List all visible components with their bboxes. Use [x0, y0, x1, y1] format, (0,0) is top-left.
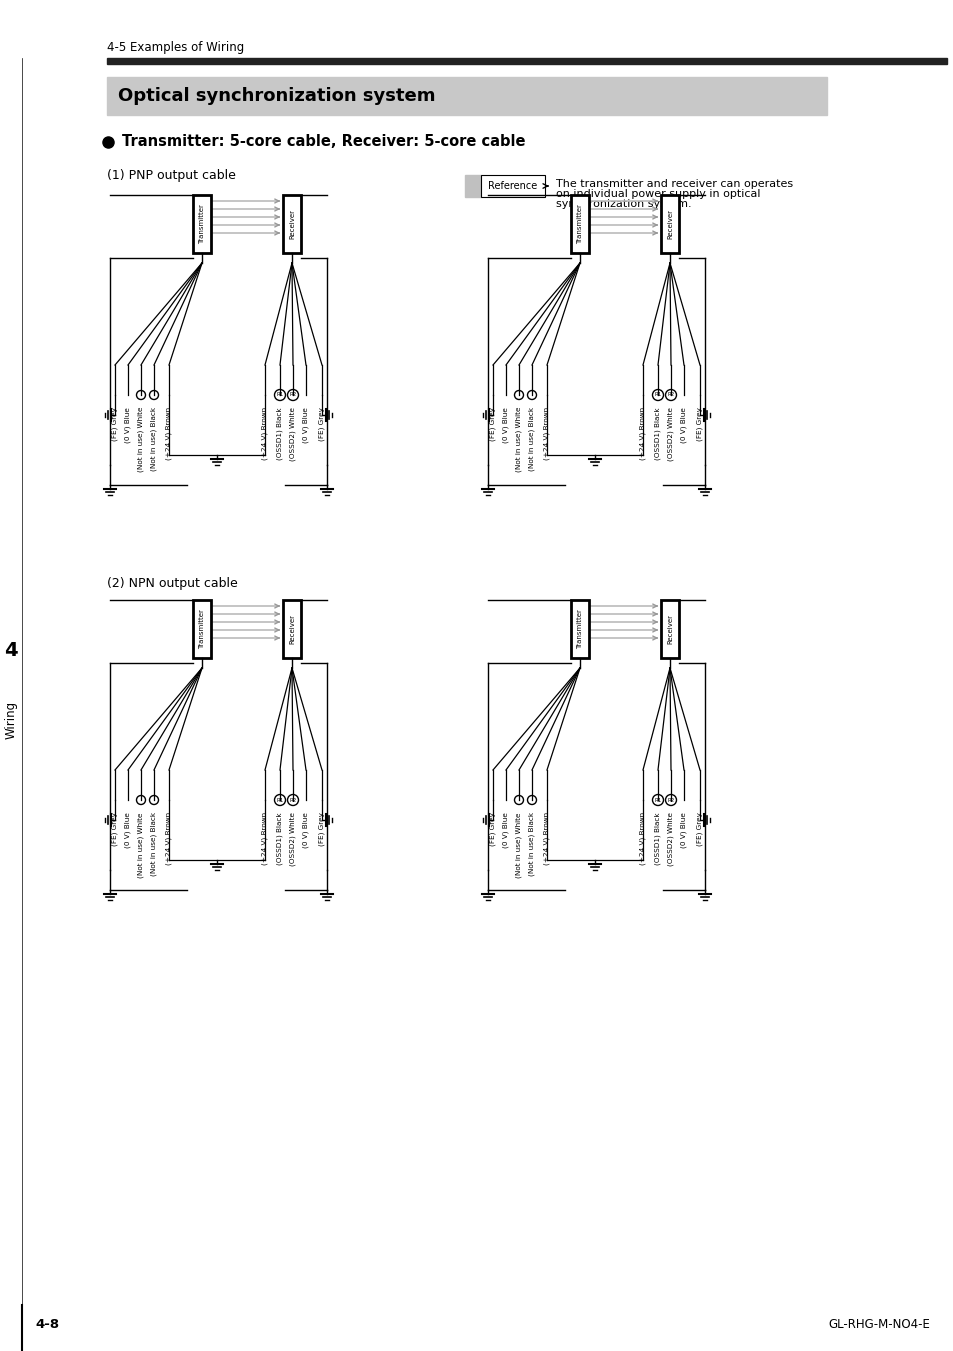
Text: Receiver: Receiver: [666, 209, 672, 239]
Text: (0 V) Blue: (0 V) Blue: [502, 812, 509, 848]
Text: (OSSD2) White: (OSSD2) White: [667, 407, 674, 461]
Text: (FE) Grey: (FE) Grey: [489, 407, 496, 440]
Text: (OSSD2) White: (OSSD2) White: [290, 812, 296, 866]
Text: (0 V) Blue: (0 V) Blue: [680, 407, 686, 443]
Text: (+24 V) Brown: (+24 V) Brown: [166, 407, 172, 461]
Text: R2: R2: [667, 393, 674, 397]
Text: (OSSD1) Black: (OSSD1) Black: [654, 812, 660, 865]
Text: Receiver: Receiver: [289, 613, 294, 644]
Text: (+24 V) Brown: (+24 V) Brown: [261, 812, 268, 865]
Text: (FE) Grey: (FE) Grey: [112, 812, 118, 846]
Bar: [0, 58, 24, 1298]
Text: Transmitter: Transmitter: [577, 204, 582, 245]
Bar: [660, 600, 679, 658]
Text: R1: R1: [654, 797, 661, 802]
Text: (+24 V) Brown: (+24 V) Brown: [543, 812, 550, 865]
Text: R2: R2: [667, 797, 674, 802]
Bar: [107, 77, 826, 115]
Text: R1: R1: [654, 393, 661, 397]
Bar: [571, 600, 588, 658]
Text: 4: 4: [4, 640, 18, 659]
Text: R1: R1: [276, 797, 283, 802]
Bar: [193, 600, 211, 658]
Text: R2: R2: [289, 393, 296, 397]
Text: (+24 V) Brown: (+24 V) Brown: [639, 812, 645, 865]
Text: GL-RHG-M-NO4-E: GL-RHG-M-NO4-E: [827, 1319, 929, 1332]
Text: (1) PNP output cable: (1) PNP output cable: [107, 169, 235, 181]
Text: (FE) Grey: (FE) Grey: [318, 812, 325, 846]
Text: (OSSD1) Black: (OSSD1) Black: [276, 407, 283, 459]
Text: (FE) Grey: (FE) Grey: [696, 812, 702, 846]
Text: R2: R2: [289, 797, 296, 802]
Text: (0 V) Blue: (0 V) Blue: [302, 407, 309, 443]
Text: (2) NPN output cable: (2) NPN output cable: [107, 577, 237, 589]
Text: (+24 V) Brown: (+24 V) Brown: [543, 407, 550, 461]
Text: on individual power supply in optical: on individual power supply in optical: [556, 189, 760, 199]
Text: 4-5 Examples of Wiring: 4-5 Examples of Wiring: [107, 42, 244, 54]
Bar: [283, 600, 301, 658]
Bar: [660, 195, 679, 253]
Text: (FE) Grey: (FE) Grey: [696, 407, 702, 440]
Text: Transmitter: Transmitter: [577, 609, 582, 648]
Text: (OSSD2) White: (OSSD2) White: [290, 407, 296, 461]
Text: (OSSD1) Black: (OSSD1) Black: [654, 407, 660, 459]
Text: (Not in use) White: (Not in use) White: [137, 812, 144, 878]
Text: (+24 V) Brown: (+24 V) Brown: [639, 407, 645, 461]
Text: Reference: Reference: [488, 181, 537, 190]
Bar: [480, 176, 544, 197]
Text: (OSSD1) Black: (OSSD1) Black: [276, 812, 283, 865]
Text: (+24 V) Brown: (+24 V) Brown: [166, 812, 172, 865]
Text: (Not in use) Black: (Not in use) Black: [528, 407, 535, 471]
Text: (Not in use) White: (Not in use) White: [516, 812, 521, 878]
Bar: [464, 176, 480, 197]
Bar: [107, 58, 946, 63]
Text: Transmitter: Transmitter: [199, 609, 205, 648]
Bar: [193, 195, 211, 253]
Text: R1: R1: [276, 393, 283, 397]
Text: (0 V) Blue: (0 V) Blue: [502, 407, 509, 443]
Text: (FE) Grey: (FE) Grey: [318, 407, 325, 440]
Text: (0 V) Blue: (0 V) Blue: [125, 407, 132, 443]
Text: (0 V) Blue: (0 V) Blue: [680, 812, 686, 848]
Text: Transmitter: Transmitter: [199, 204, 205, 245]
Text: (+24 V) Brown: (+24 V) Brown: [261, 407, 268, 461]
Bar: [571, 195, 588, 253]
Text: Receiver: Receiver: [666, 613, 672, 644]
Text: synchronization system.: synchronization system.: [556, 199, 691, 209]
Text: (Not in use) White: (Not in use) White: [516, 407, 521, 473]
Text: (0 V) Blue: (0 V) Blue: [302, 812, 309, 848]
Text: (FE) Grey: (FE) Grey: [112, 407, 118, 440]
Text: Wiring: Wiring: [5, 701, 17, 739]
Text: (Not in use) White: (Not in use) White: [137, 407, 144, 473]
Text: (Not in use) Black: (Not in use) Black: [151, 407, 157, 471]
Text: (OSSD2) White: (OSSD2) White: [667, 812, 674, 866]
Text: Transmitter: 5-core cable, Receiver: 5-core cable: Transmitter: 5-core cable, Receiver: 5-c…: [122, 135, 525, 150]
Text: (0 V) Blue: (0 V) Blue: [125, 812, 132, 848]
Text: (Not in use) Black: (Not in use) Black: [528, 812, 535, 877]
Bar: [283, 195, 301, 253]
Text: 4-8: 4-8: [35, 1319, 59, 1332]
Text: Optical synchronization system: Optical synchronization system: [118, 86, 435, 105]
Text: (FE) Grey: (FE) Grey: [489, 812, 496, 846]
Text: Receiver: Receiver: [289, 209, 294, 239]
Text: The transmitter and receiver can operates: The transmitter and receiver can operate…: [556, 178, 792, 189]
Text: (Not in use) Black: (Not in use) Black: [151, 812, 157, 877]
